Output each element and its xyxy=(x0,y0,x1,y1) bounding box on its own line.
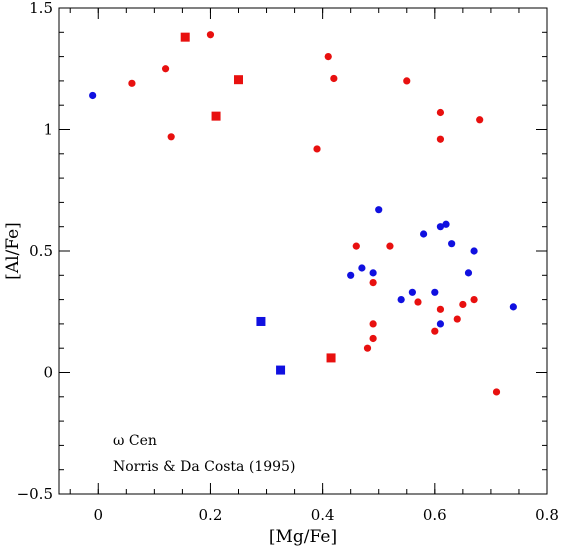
y-tick-label: 1.5 xyxy=(29,0,53,17)
data-point-circle xyxy=(358,264,366,272)
y-axis-label: [Al/Fe] xyxy=(3,222,23,280)
x-tick-label: 0 xyxy=(93,506,103,524)
data-point-circle xyxy=(352,242,360,250)
y-tick-label: 1 xyxy=(43,121,53,139)
data-point-circle xyxy=(408,288,416,296)
data-point-circle xyxy=(431,288,439,296)
data-point-circle xyxy=(324,53,332,61)
y-tick-labels: −0.5 0 0.5 1 1.5 xyxy=(17,0,53,503)
data-point-circle xyxy=(369,269,377,277)
data-point-circle xyxy=(397,296,405,304)
annotation-omega-cen: ω Cen xyxy=(113,433,157,449)
data-point-circle xyxy=(369,320,377,328)
x-tick-label: 0.6 xyxy=(423,506,447,524)
data-point-circle xyxy=(206,31,215,39)
y-tick-label: 0 xyxy=(43,364,53,382)
data-point-circle xyxy=(375,206,383,214)
data-point-circle xyxy=(436,108,445,117)
data-point-circle xyxy=(161,65,170,73)
data-point-circle xyxy=(436,320,445,328)
data-point-circle xyxy=(470,296,478,304)
annotation-reference: Norris & Da Costa (1995) xyxy=(113,459,295,475)
data-point-circle xyxy=(431,327,439,335)
data-point-square xyxy=(276,365,286,375)
data-point-circle xyxy=(492,388,501,396)
x-tick-labels: 0 0.2 0.4 0.6 0.8 xyxy=(93,506,558,524)
data-point-square xyxy=(326,353,336,363)
data-point-circle xyxy=(464,269,473,277)
x-axis-label: [Mg/Fe] xyxy=(269,527,337,547)
major-ticks xyxy=(59,7,548,495)
data-point-circle xyxy=(476,116,484,124)
data-point-circle xyxy=(128,79,136,87)
data-point-circle xyxy=(436,223,445,231)
data-point-circle xyxy=(167,133,175,141)
data-point-circle xyxy=(386,242,394,250)
data-point-circle xyxy=(414,298,422,306)
data-point-circle xyxy=(313,145,321,153)
y-tick-label: −0.5 xyxy=(17,485,53,503)
y-tick-label: 0.5 xyxy=(29,242,53,260)
data-point-circle xyxy=(453,315,461,323)
data-point-circle xyxy=(347,271,355,279)
data-point-circle xyxy=(442,220,450,228)
data-point-circle xyxy=(436,305,445,313)
data-point-circle xyxy=(419,230,428,238)
data-point-circle xyxy=(470,247,478,255)
data-point-circle xyxy=(403,77,411,85)
data-point-square xyxy=(211,111,221,121)
data-point-circle xyxy=(436,135,445,143)
data-point-square xyxy=(256,316,266,326)
data-point-circle xyxy=(509,303,517,311)
data-point-circle xyxy=(448,240,456,248)
data-point-circle xyxy=(330,74,338,83)
data-point-circle xyxy=(369,334,377,343)
data-points xyxy=(89,31,517,396)
data-point-square xyxy=(233,75,243,85)
x-tick-label: 0.2 xyxy=(199,506,223,524)
data-point-square xyxy=(180,32,190,42)
x-tick-label: 0.4 xyxy=(311,506,335,524)
data-point-circle xyxy=(363,344,372,352)
data-point-circle xyxy=(459,300,467,309)
x-tick-label: 0.8 xyxy=(535,506,559,524)
data-point-circle xyxy=(89,91,97,100)
data-point-circle xyxy=(369,278,377,287)
